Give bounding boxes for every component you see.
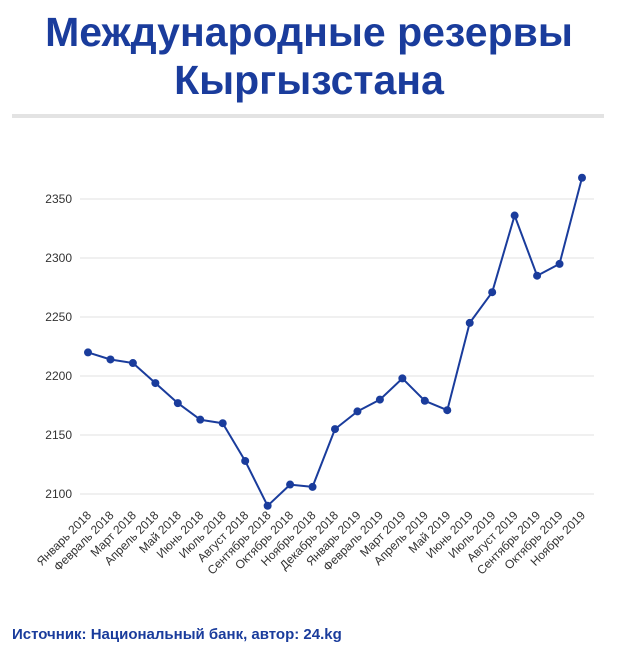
data-point[interactable]: Ноябрь 2019: 2368 [578, 173, 586, 182]
data-point[interactable]: Июль 2019: 2271 [488, 288, 497, 297]
data-point[interactable]: Июнь 2019: 2245 [465, 318, 474, 327]
data-point[interactable]: Март 2019: 2198 [398, 374, 407, 383]
data-point[interactable]: Февраль 2019: 2180 [375, 395, 384, 404]
chart-title-line-1: Международные резервы [45, 9, 573, 55]
data-point[interactable]: Февраль 2018: 2214 [106, 355, 115, 364]
y-tick-label-2250: 2250 [45, 310, 72, 324]
title-divider [12, 114, 604, 118]
data-point[interactable]: Август 2018: 2128 [241, 456, 250, 465]
source-note: Источник: Национальный банк, автор: 24.k… [12, 626, 342, 643]
data-point[interactable]: Май 2019: 2171 [443, 406, 452, 415]
y-tick-label-2300: 2300 [45, 251, 72, 265]
data-point[interactable]: Сентябрь 2019: 2285 [533, 271, 542, 280]
series-line [87, 177, 583, 507]
data-point[interactable]: Январь 2019: 2170 [353, 407, 362, 416]
data-point[interactable]: Июль 2018: 2160 [218, 419, 227, 428]
grid-layer [80, 198, 594, 495]
data-point[interactable]: Октябрь 2019: 2295 [555, 259, 564, 268]
data-point[interactable]: Май 2018: 2177 [173, 399, 182, 408]
data-point[interactable]: Март 2018: 2211 [128, 359, 137, 368]
chart-title-line-2: Кыргызстана [174, 57, 444, 103]
data-point[interactable]: Август 2019: 2336 [510, 211, 519, 220]
data-point[interactable]: Декабрь 2018: 2155 [331, 425, 339, 434]
data-point[interactable]: Июнь 2018: 2163 [196, 415, 205, 424]
y-tick-label-2150: 2150 [45, 428, 72, 442]
y-tick-label-2350: 2350 [45, 192, 72, 206]
data-point[interactable]: Январь 2018: 2220 [84, 348, 92, 357]
y-tick-label-2200: 2200 [45, 369, 72, 383]
series-line-layer [87, 177, 583, 507]
data-point[interactable]: Октябрь 2018: 2108 [286, 480, 295, 489]
data-point[interactable]: Апрель 2018: 2194 [151, 379, 160, 388]
chart-title: Международные резервы Кыргызстана [0, 8, 618, 104]
y-tick-labels: 2100 2150 2200 2250 2300 2350 [45, 192, 72, 501]
y-tick-label-2100: 2100 [45, 487, 72, 501]
data-point[interactable]: Ноябрь 2018: 2106 [308, 482, 317, 491]
data-point[interactable]: Апрель 2019: 2179 [420, 396, 429, 405]
data-points-layer: Январь 2018: 2220 Февраль 2018: 2214 Март … [84, 173, 586, 510]
data-point[interactable]: Сентябрь 2018: 2090 [263, 501, 272, 510]
